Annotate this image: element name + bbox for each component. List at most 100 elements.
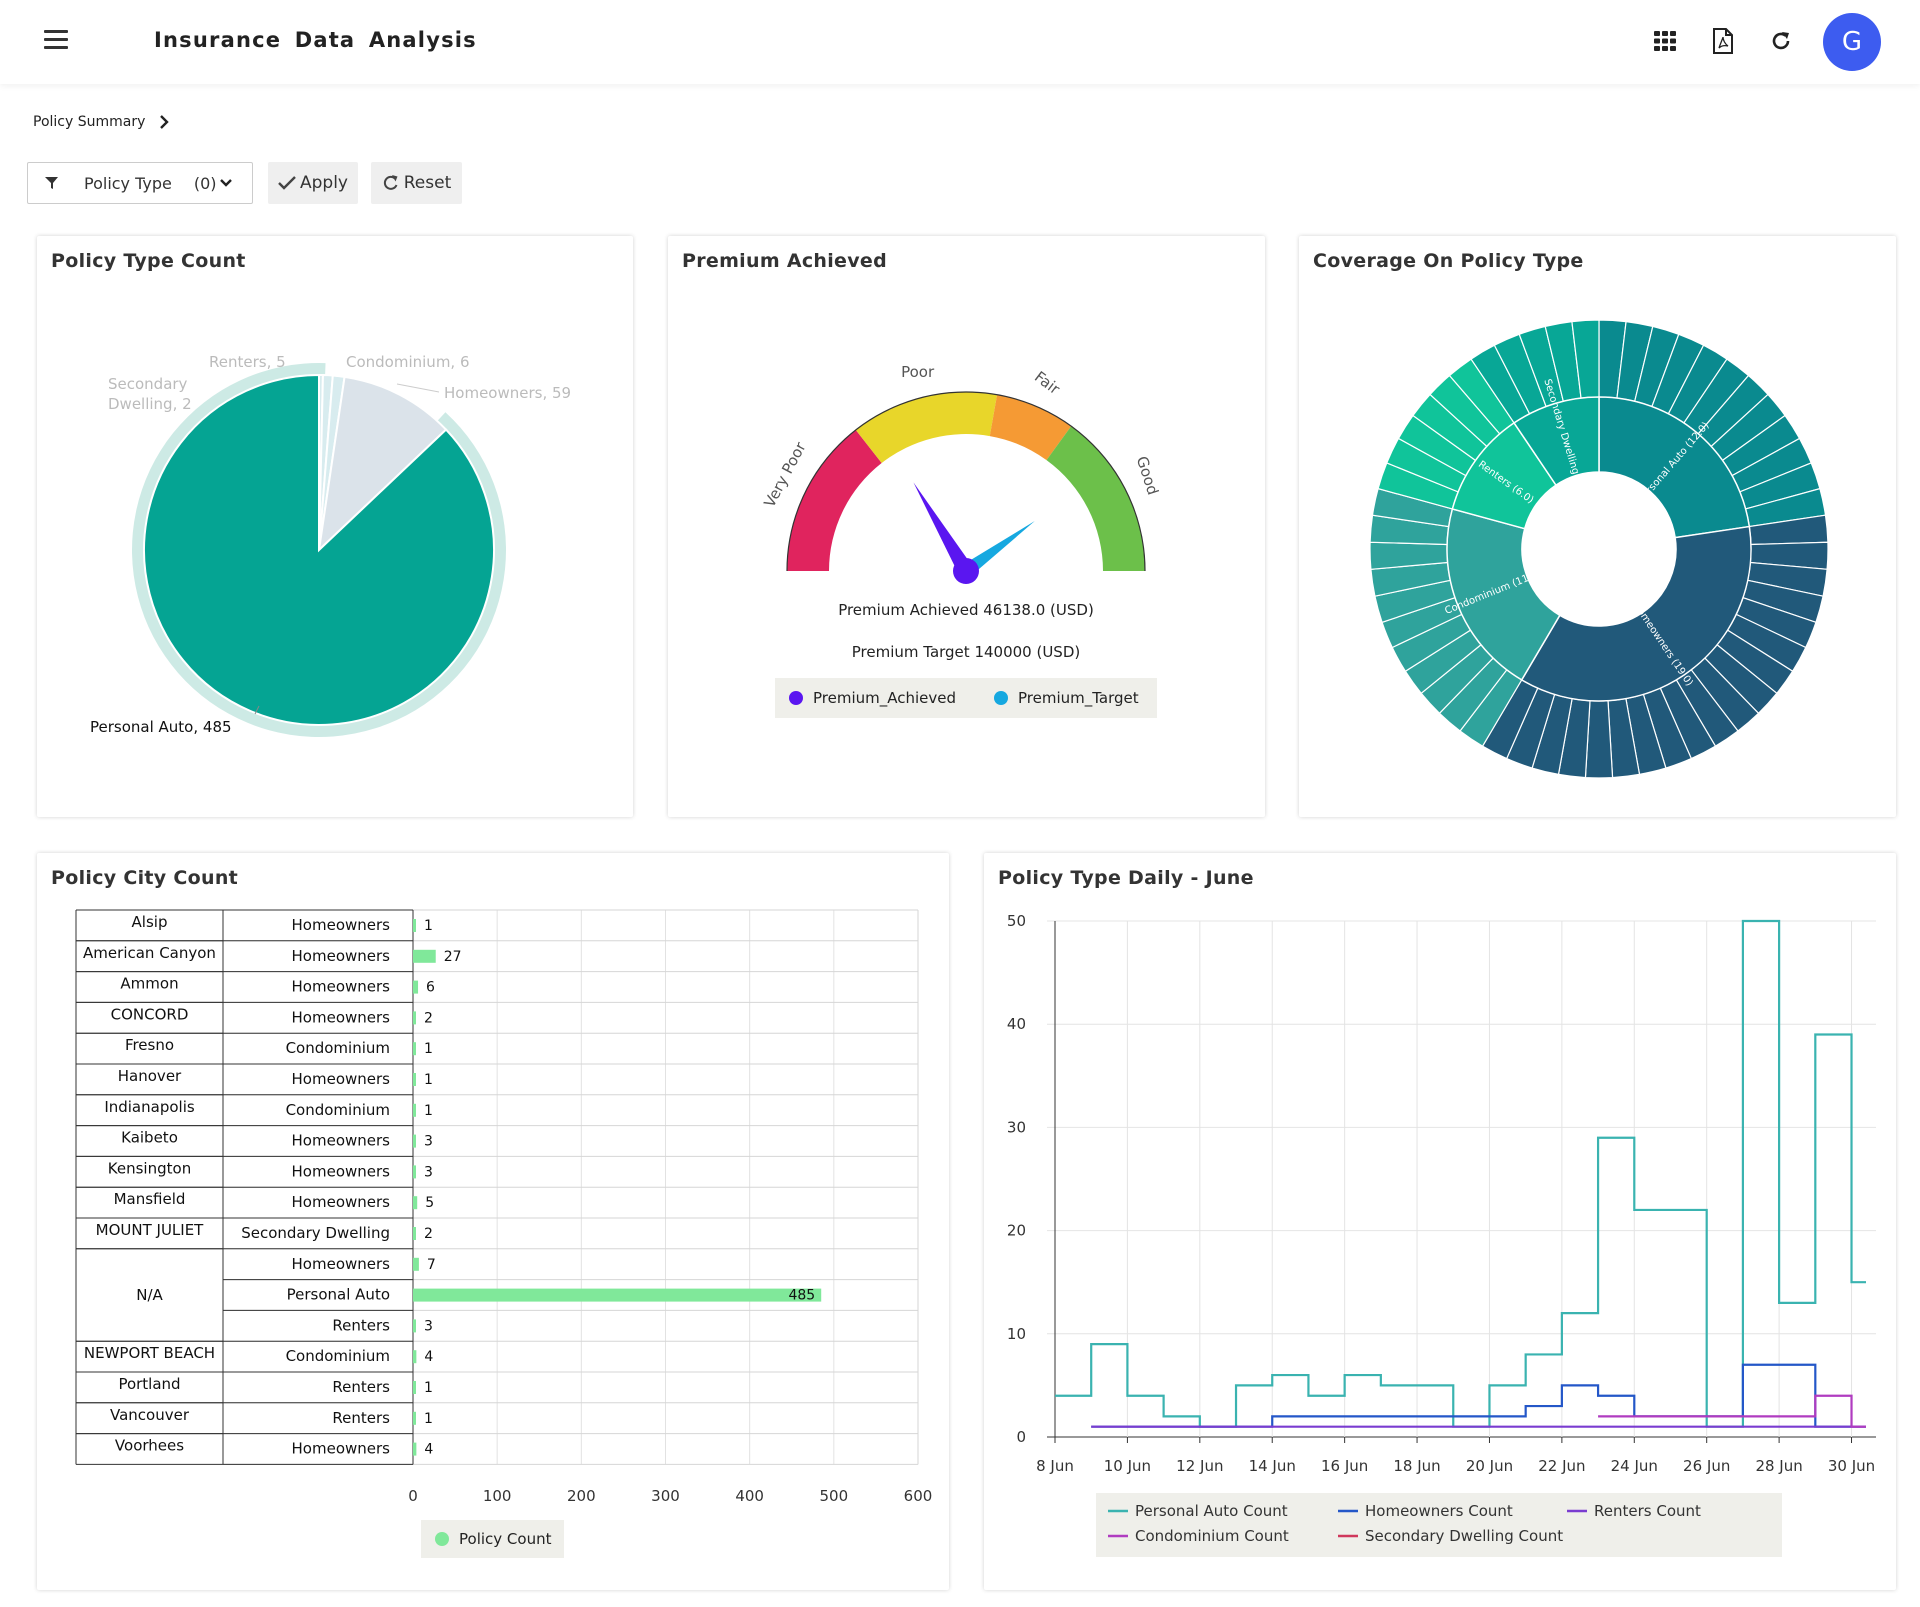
series-line xyxy=(1598,1394,1866,1428)
city-label: Indianapolis xyxy=(104,1098,195,1116)
bar-value-label: 485 xyxy=(788,1288,815,1304)
gauge-legend-box xyxy=(775,678,1157,718)
city-bar xyxy=(413,1288,822,1302)
city-bar xyxy=(413,1319,416,1333)
legend-target-label[interactable]: Premium_Target xyxy=(1018,689,1139,708)
policy-type-label: Homeowners xyxy=(292,947,391,965)
y-tick-label: 10 xyxy=(1007,1325,1026,1343)
filter-icon xyxy=(45,177,58,189)
bar-value-label: 4 xyxy=(424,1349,433,1365)
x-tick-label: 20 Jun xyxy=(1466,1457,1513,1475)
check-icon xyxy=(278,176,296,190)
legend-marker-achieved xyxy=(789,691,803,705)
city-label: Voorhees xyxy=(115,1437,184,1455)
policy-type-label: Secondary Dwelling xyxy=(241,1224,390,1242)
x-tick-label: 10 Jun xyxy=(1104,1457,1151,1475)
city-bar xyxy=(413,919,416,932)
refresh-icon[interactable] xyxy=(1766,26,1796,56)
legend-achieved-label[interactable]: Premium_Achieved xyxy=(813,689,956,708)
x-tick-label: 8 Jun xyxy=(1036,1457,1074,1475)
city-bar xyxy=(413,1411,416,1425)
reset-button[interactable]: Reset xyxy=(371,162,462,204)
apps-grid-icon[interactable] xyxy=(1650,26,1680,56)
pie-slice-homeowners xyxy=(317,375,448,553)
policy-type-count-card: Policy Type Count Personal Auto, 485 Home… xyxy=(37,236,633,817)
x-tick-label: 26 Jun xyxy=(1683,1457,1730,1475)
breadcrumb: Policy Summary xyxy=(33,114,170,130)
x-tick-label: 18 Jun xyxy=(1393,1457,1440,1475)
city-label: Kaibeto xyxy=(121,1129,178,1147)
apply-button[interactable]: Apply xyxy=(268,162,358,204)
city-bar xyxy=(413,1103,416,1117)
city-bar xyxy=(413,1073,416,1086)
gauge-band-label: Poor xyxy=(901,363,935,381)
pdf-icon[interactable] xyxy=(1708,26,1738,56)
policy-type-label: Condominium xyxy=(286,1039,390,1057)
bar-value-label: 3 xyxy=(424,1164,433,1180)
daily-legend-box xyxy=(1096,1493,1782,1557)
bar-value-label: 1 xyxy=(424,1380,433,1396)
bar-value-label: 1 xyxy=(424,1072,433,1088)
city-bar xyxy=(413,1165,416,1179)
legend-label[interactable]: Personal Auto Count xyxy=(1135,1502,1288,1520)
y-tick-label: 20 xyxy=(1007,1222,1026,1240)
bar-value-label: 6 xyxy=(426,980,435,996)
policy-type-label: Homeowners xyxy=(292,978,391,996)
reset-label: Reset xyxy=(403,173,452,193)
x-tick-label: 300 xyxy=(651,1487,680,1505)
avatar[interactable]: G xyxy=(1823,13,1881,71)
card-title: Coverage On Policy Type xyxy=(1313,250,1584,272)
city-label: Mansfield xyxy=(114,1190,186,1208)
x-tick-label: 30 Jun xyxy=(1828,1457,1875,1475)
pie-slice-personal-auto xyxy=(143,373,495,726)
policy-daily-line-chart: 0 10 20 30 40 50 8 Jun 10 Jun 12 Jun 14 Jun 16 Jun… xyxy=(1007,912,1876,1557)
pie-label: Homeowners, 59 xyxy=(444,384,571,402)
bar-value-label: 7 xyxy=(427,1257,436,1273)
menu-icon[interactable] xyxy=(44,30,68,52)
policy-type-label: Homeowners xyxy=(292,1162,391,1180)
top-header: Insurance Data Analysis G xyxy=(0,0,1920,84)
city-label: Alsip xyxy=(132,913,168,931)
policy-type-label: Condominium xyxy=(286,1347,390,1365)
city-bar xyxy=(413,1011,416,1025)
gauge-band-fair xyxy=(989,394,1072,461)
sunburst-inner-segment xyxy=(1598,396,1751,539)
pie-leader-line xyxy=(396,383,440,393)
legend-label[interactable]: Secondary Dwelling Count xyxy=(1365,1527,1563,1545)
city-bar xyxy=(413,1350,417,1364)
city-bar xyxy=(413,1442,417,1456)
bar-value-label: 3 xyxy=(424,1318,433,1334)
app-title: Insurance Data Analysis xyxy=(154,28,477,52)
breadcrumb-policy-summary[interactable]: Policy Summary xyxy=(33,114,146,130)
gauge-band-good xyxy=(1046,426,1145,571)
legend-label[interactable]: Condominium Count xyxy=(1135,1527,1289,1545)
pie-label: Dwelling, 2 xyxy=(108,395,192,413)
legend-label[interactable]: Homeowners Count xyxy=(1365,1502,1513,1520)
bar-value-label: 3 xyxy=(424,1134,433,1150)
bar-value-label: 1 xyxy=(424,1041,433,1057)
y-tick-label: 30 xyxy=(1007,1118,1026,1136)
city-label: American Canyon xyxy=(83,944,216,962)
apply-label: Apply xyxy=(300,173,348,193)
legend-policy-count-label[interactable]: Policy Count xyxy=(459,1530,552,1548)
legend-label[interactable]: Renters Count xyxy=(1594,1502,1701,1520)
gauge-band-label: Good xyxy=(1133,454,1162,497)
y-tick-label: 0 xyxy=(1016,1428,1026,1446)
sunburst-inner-segment xyxy=(1446,508,1561,681)
bar-value-label: 4 xyxy=(424,1442,433,1458)
city-bar xyxy=(413,1042,416,1056)
policy-city-count-card: Policy City Count Alsip American Canyon Am… xyxy=(37,853,949,1590)
city-label: N/A xyxy=(136,1286,163,1304)
policy-type-filter[interactable]: Policy Type (0) xyxy=(27,162,253,204)
premium-achieved-text: Premium Achieved 46138.0 (USD) xyxy=(838,601,1094,619)
card-title: Premium Achieved xyxy=(682,250,887,272)
city-bar xyxy=(413,980,419,994)
x-tick-label: 400 xyxy=(735,1487,764,1505)
city-label: Ammon xyxy=(120,975,178,993)
card-title: Policy Type Daily - June xyxy=(998,867,1254,889)
bar-value-label: 5 xyxy=(425,1195,434,1211)
x-tick-label: 0 xyxy=(408,1487,418,1505)
policy-type-pie-chart: Personal Auto, 485 Homeowners, 59 Condomin… xyxy=(90,353,571,737)
city-bar xyxy=(413,1134,416,1148)
